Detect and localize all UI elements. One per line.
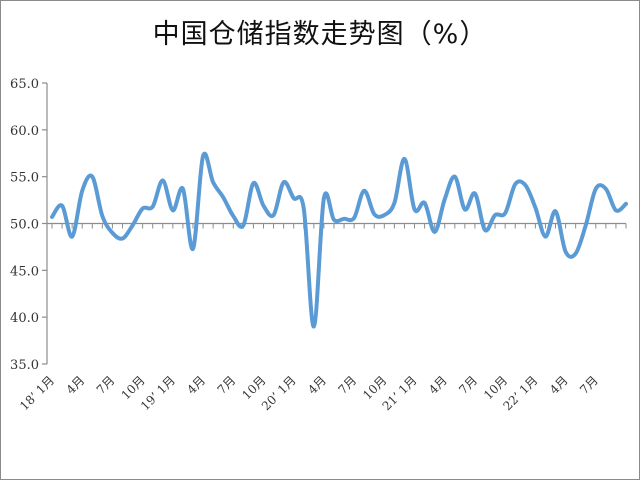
x-tick-label: 4月 (305, 373, 329, 397)
chart-title: 中国仓储指数走势图（%） (152, 19, 488, 50)
y-tick-label: 65.0 (10, 77, 39, 92)
y-tick-label: 55.0 (10, 171, 39, 186)
x-tick-label: 20’ 1月 (259, 373, 299, 413)
y-tick-label: 60.0 (10, 124, 39, 139)
y-tick-label: 50.0 (10, 218, 39, 233)
y-axis: 65.0 60.0 55.0 50.0 45.0 40.0 35.0 (10, 77, 48, 373)
x-tick-label: 4月 (184, 373, 208, 397)
y-tick-label: 40.0 (10, 311, 39, 326)
x-tick-label: 7月 (335, 373, 359, 397)
x-tick-label: 7月 (456, 373, 480, 397)
x-tick-label: 4月 (64, 373, 88, 397)
x-tick-label: 22’ 1月 (501, 373, 541, 413)
x-tick-label: 4月 (547, 373, 571, 397)
x-tick-label: 19’ 1月 (138, 373, 178, 413)
x-tick-label: 7月 (577, 373, 601, 397)
y-tick-label: 35.0 (10, 358, 39, 373)
x-tick-label: 18’ 1月 (17, 373, 57, 413)
y-tick-label: 45.0 (10, 264, 39, 279)
x-tick-label: 4月 (426, 373, 450, 397)
series-line-group (50, 151, 628, 329)
x-tick-label: 21’ 1月 (380, 373, 420, 413)
x-tick-label: 7月 (94, 373, 118, 397)
series-line (50, 151, 628, 329)
x-tick-label: 7月 (215, 373, 239, 397)
